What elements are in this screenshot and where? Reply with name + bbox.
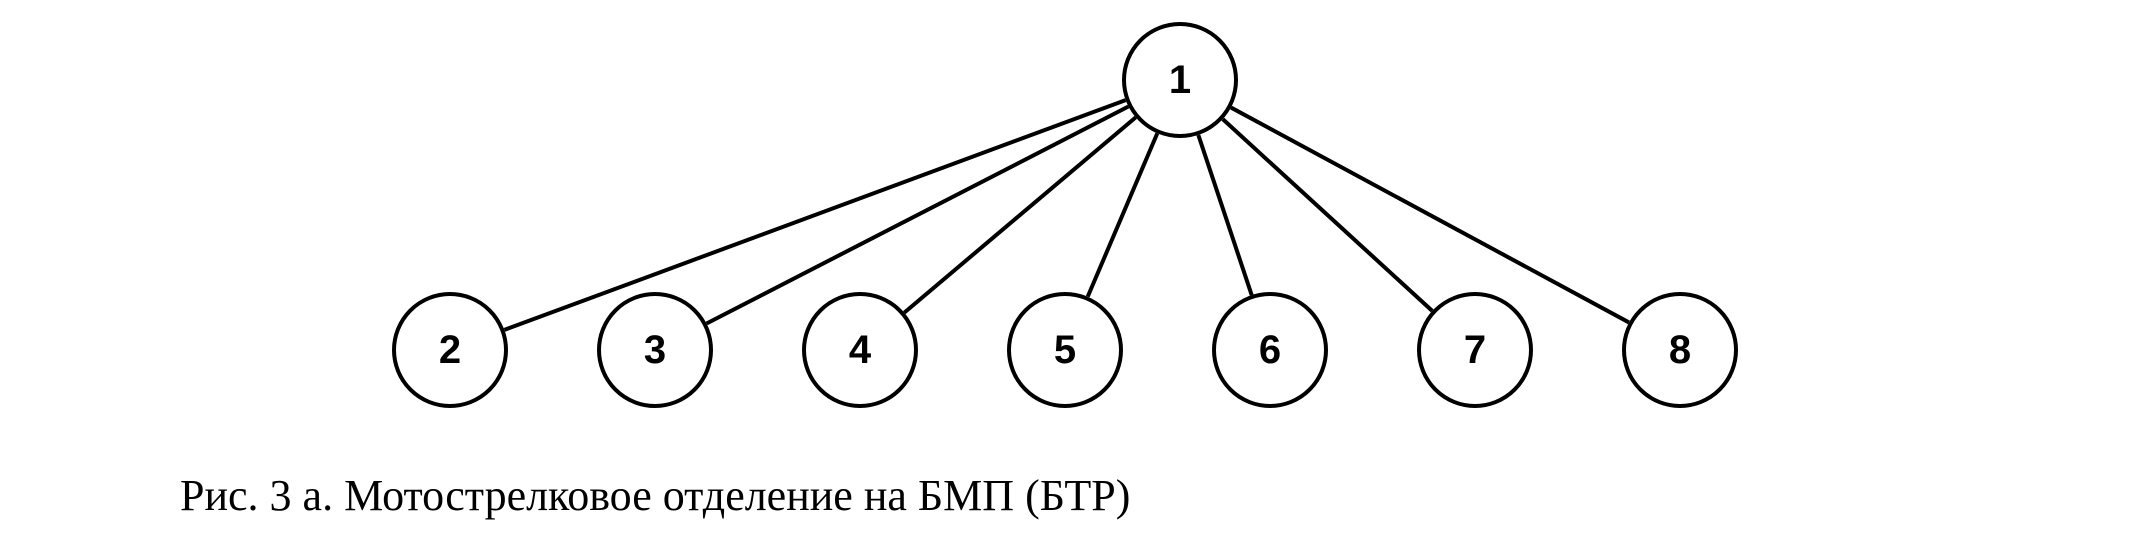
node-label: 7 bbox=[1464, 328, 1486, 373]
node-label: 2 bbox=[439, 328, 461, 373]
tree-node-7: 7 bbox=[1417, 292, 1533, 408]
edge bbox=[504, 100, 1125, 330]
node-label: 1 bbox=[1169, 58, 1191, 103]
node-label: 3 bbox=[644, 328, 666, 373]
tree-node-4: 4 bbox=[802, 292, 918, 408]
node-label: 5 bbox=[1054, 328, 1076, 373]
edge bbox=[1231, 108, 1629, 323]
edge bbox=[904, 117, 1135, 312]
tree-node-2: 2 bbox=[392, 292, 508, 408]
node-label: 8 bbox=[1669, 328, 1691, 373]
tree-node-3: 3 bbox=[597, 292, 713, 408]
node-label: 6 bbox=[1259, 328, 1281, 373]
node-label: 4 bbox=[849, 328, 871, 373]
edge bbox=[1223, 119, 1432, 311]
tree-node-6: 6 bbox=[1212, 292, 1328, 408]
edge bbox=[1198, 135, 1251, 295]
edge bbox=[1088, 133, 1158, 296]
diagram-container: 12345678Рис. 3 а. Мотострелковое отделен… bbox=[0, 0, 2133, 546]
tree-node-8: 8 bbox=[1622, 292, 1738, 408]
tree-node-5: 5 bbox=[1007, 292, 1123, 408]
tree-node-1: 1 bbox=[1122, 22, 1238, 138]
edge bbox=[707, 107, 1129, 324]
edges-layer bbox=[0, 0, 2133, 546]
